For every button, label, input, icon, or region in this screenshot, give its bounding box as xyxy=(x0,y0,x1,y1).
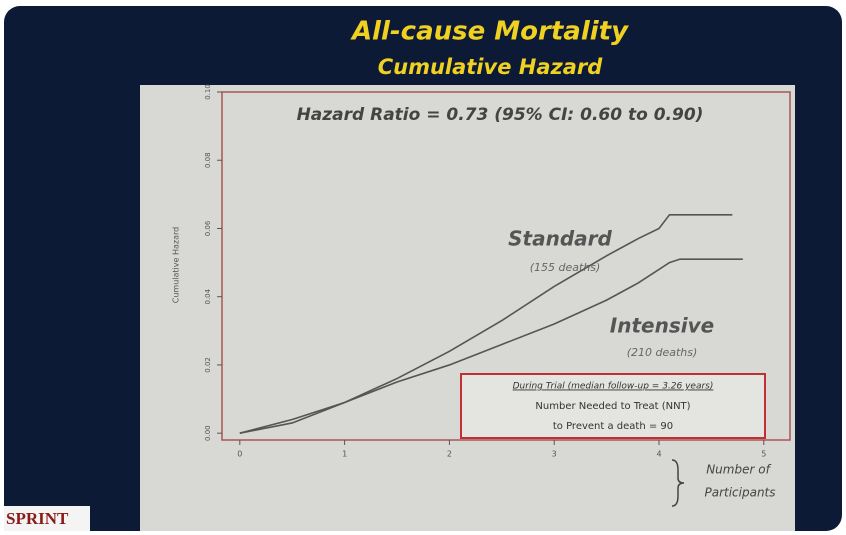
y-tick-label: 0.10 xyxy=(204,84,212,100)
logo-background xyxy=(4,506,90,531)
y-tick-label: 0.08 xyxy=(204,152,212,168)
box-line: During Trial (median follow-up = 3.26 ye… xyxy=(513,382,714,392)
nnt-box xyxy=(460,373,766,439)
subtitle: Cumulative Hazard xyxy=(378,55,604,79)
x-tick-label: 1 xyxy=(342,450,347,459)
series-label: Standard xyxy=(508,227,612,251)
y-tick-label: 0.02 xyxy=(204,357,212,373)
y-tick-label: 0.00 xyxy=(204,425,212,441)
x-tick-label: 3 xyxy=(552,450,557,459)
box-line: Number Needed to Treat (NNT) xyxy=(535,401,690,412)
x-tick-label: 4 xyxy=(656,450,661,459)
deaths-label: (155 deaths) xyxy=(530,261,601,274)
y-tick-label: 0.06 xyxy=(204,220,212,236)
plot-panel xyxy=(140,85,795,531)
box-line: to Prevent a death = 90 xyxy=(553,421,673,432)
hazard-ratio: Hazard Ratio = 0.73 (95% CI: 0.60 to 0.9… xyxy=(297,105,704,125)
x-tick-label: 0 xyxy=(237,450,242,459)
logo: SPRINT xyxy=(6,509,69,528)
deaths-label: (210 deaths) xyxy=(627,346,698,359)
title: All-cause Mortality xyxy=(350,17,629,47)
x-tick-label: 2 xyxy=(447,450,452,459)
brace xyxy=(671,459,685,507)
x-tick-label: 5 xyxy=(761,450,766,459)
y-tick-label: 0.04 xyxy=(204,288,212,304)
plot-frame xyxy=(221,91,791,441)
series-label: Intensive xyxy=(610,314,714,338)
participants-label: Number of xyxy=(706,463,771,477)
y-axis-label: Cumulative Hazard xyxy=(172,227,181,303)
series-line xyxy=(239,258,743,434)
participants-label: Participants xyxy=(704,486,775,500)
